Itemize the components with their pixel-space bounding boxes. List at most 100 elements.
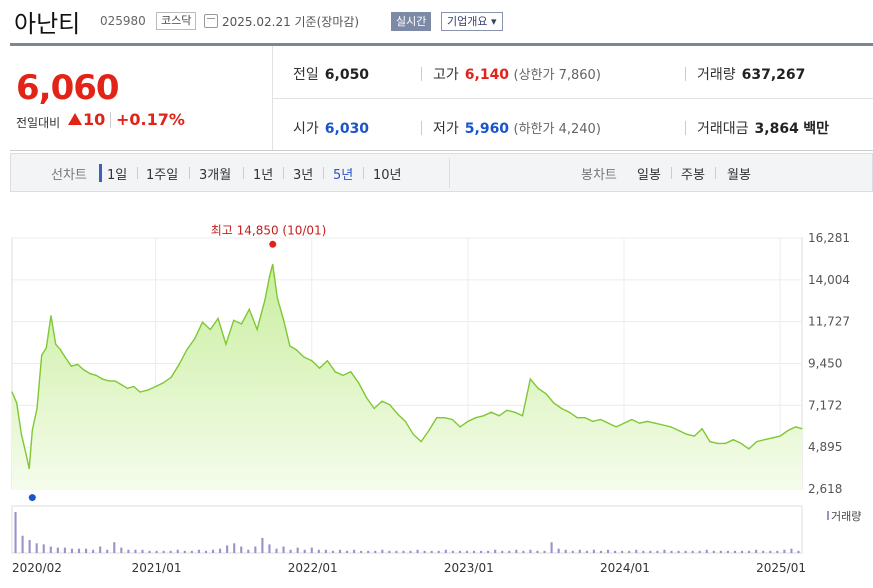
price-point	[412, 433, 414, 435]
market-badge: 코스닥	[156, 12, 197, 30]
volume-bar	[28, 540, 31, 553]
volume-bar	[501, 550, 504, 553]
tab-weekly[interactable]: 주봉	[681, 168, 705, 183]
volume-bar	[543, 550, 546, 553]
price-point	[545, 393, 547, 395]
x-tick-label: 2023/01	[444, 561, 494, 575]
volume-bar	[769, 550, 772, 553]
price-point	[763, 439, 766, 441]
stat-low: 저가 5,960 (하한가 4,240)	[433, 118, 601, 138]
volume-bar	[719, 550, 722, 553]
tab-3m[interactable]: 3개월	[199, 168, 232, 183]
volume-bar	[550, 542, 553, 553]
price-point	[41, 354, 43, 356]
tab-1d[interactable]: 1일	[107, 168, 128, 183]
stat-lower-limit: (하한가 4,240)	[513, 122, 601, 137]
price-point	[787, 429, 789, 432]
price-point	[194, 338, 196, 340]
tab-1y[interactable]: 1년	[253, 168, 274, 183]
price-point	[678, 429, 680, 432]
volume-bar	[120, 547, 123, 553]
price-point	[272, 263, 274, 265]
volume-bar	[148, 550, 151, 553]
volume-bar	[338, 549, 342, 553]
price-point	[83, 369, 85, 371]
y-tick-label: 7,172	[808, 398, 842, 412]
price-point	[795, 426, 797, 428]
x-tick-label: 2025/01	[756, 561, 806, 575]
y-tick-label: 14,004	[808, 273, 850, 287]
volume-bar	[374, 550, 377, 553]
realtime-button[interactable]: 실시간	[391, 12, 432, 31]
change-separator	[110, 112, 111, 128]
price-point	[11, 391, 13, 393]
price-point	[59, 349, 61, 351]
volume-bar	[705, 549, 708, 553]
price-point	[350, 371, 352, 373]
volume-bar	[176, 549, 179, 553]
volume-bar	[797, 550, 800, 553]
price-point	[89, 372, 91, 375]
price-point	[670, 426, 672, 428]
volume-bar	[141, 549, 144, 553]
price-point	[201, 321, 204, 323]
price-point	[318, 367, 321, 369]
volume-bar	[451, 550, 454, 553]
volume-bar	[345, 550, 349, 553]
stat-low-label: 저가	[433, 121, 459, 137]
price-point	[25, 453, 27, 456]
stat-volume: 거래량 637,267	[697, 64, 805, 84]
volume-bar	[515, 549, 518, 553]
volume-bar	[113, 542, 116, 553]
y-tick-label: 16,281	[808, 231, 850, 245]
price-point	[289, 345, 291, 347]
price-point	[31, 429, 33, 432]
stock-name[interactable]: 아난티	[14, 10, 81, 38]
price-point	[443, 417, 446, 419]
current-price: 6,060	[16, 68, 120, 108]
price-point	[521, 415, 524, 417]
volume-bar	[92, 549, 95, 553]
stat-amount-label: 거래대금	[697, 121, 749, 137]
price-point	[475, 417, 477, 419]
volume-bar	[444, 549, 447, 553]
y-tick-label: 4,895	[808, 440, 842, 454]
stat-prev-label: 전일	[293, 67, 319, 83]
price-point	[373, 407, 375, 410]
volume-bar	[529, 549, 532, 553]
price-point	[537, 387, 539, 389]
volume-bar	[169, 550, 172, 553]
tab-monthly[interactable]: 월봉	[727, 168, 751, 183]
price-point	[451, 418, 453, 421]
tab-1w[interactable]: 1주일	[146, 168, 179, 183]
price-point	[50, 315, 52, 317]
price-point	[133, 385, 135, 388]
tab-5y[interactable]: 5년	[333, 168, 354, 183]
volume-bar	[247, 549, 250, 553]
x-tick-label: 2022/01	[288, 561, 338, 575]
stat-low-value: 5,960	[464, 121, 510, 137]
volume-bar	[599, 550, 603, 553]
price-point	[615, 426, 617, 428]
tab-3y[interactable]: 3년	[293, 168, 314, 183]
price-point	[120, 384, 122, 386]
price-point	[662, 424, 664, 426]
volume-bar	[409, 550, 412, 553]
stat-prev: 전일 6,050	[293, 64, 369, 84]
tab-separator	[243, 167, 244, 179]
tab-daily[interactable]: 일봉	[637, 168, 661, 183]
volume-bar	[21, 535, 24, 553]
change-percent: +0.17%	[116, 110, 185, 129]
stat-upper-limit: (상한가 7,860)	[513, 68, 601, 83]
price-point	[498, 415, 500, 417]
volume-bar	[564, 549, 567, 553]
price-point	[178, 363, 180, 366]
tab-10y[interactable]: 10년	[373, 168, 402, 183]
volume-bar	[226, 545, 229, 553]
volume-bar	[762, 550, 765, 553]
price-point	[186, 349, 188, 351]
stat-open-value: 6,030	[324, 121, 370, 137]
company-overview-dropdown[interactable]: 기업개요 ▾	[441, 12, 503, 31]
price-point	[139, 391, 141, 393]
